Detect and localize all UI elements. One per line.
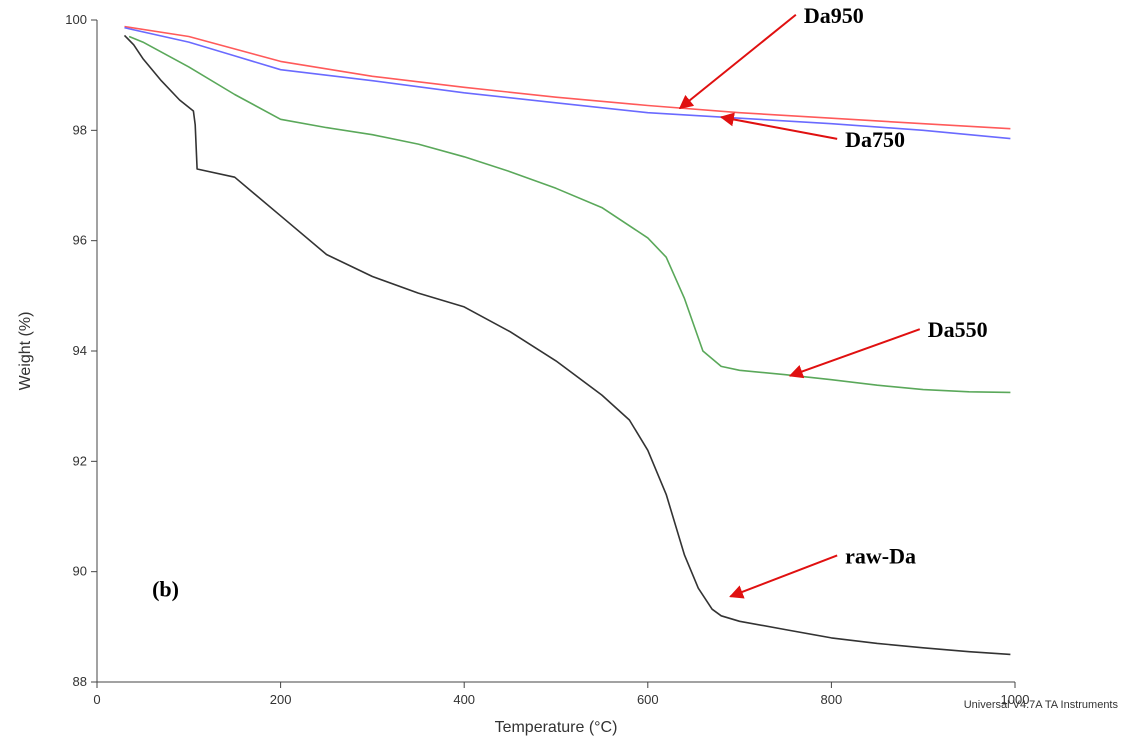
x-tick-label: 0	[93, 692, 100, 707]
arrow-raw-da	[729, 554, 838, 599]
label-da950: Da950	[804, 3, 864, 28]
y-tick-label: 96	[73, 233, 87, 248]
instrument-footer: Universal V4.7A TA Instruments	[964, 699, 1119, 711]
label-da550: Da550	[928, 317, 988, 342]
x-tick-label: 800	[821, 692, 843, 707]
y-tick-label: 94	[73, 343, 87, 358]
arrow-da750	[719, 112, 838, 140]
series-line-da950	[124, 25, 1011, 130]
y-tick-label: 100	[65, 12, 87, 27]
series-line-da750	[124, 26, 1011, 140]
x-axis-title: Temperature (°C)	[495, 719, 618, 736]
y-tick-label: 90	[73, 564, 87, 579]
series-line-raw-da	[123, 34, 1011, 656]
x-tick-label: 400	[453, 692, 475, 707]
arrow-da550	[788, 328, 921, 379]
x-tick-label: 200	[270, 692, 292, 707]
y-ticks: 88 90 92 94 96 98 100	[65, 12, 97, 689]
panel-label: (b)	[152, 576, 179, 601]
x-tick-label: 600	[637, 692, 659, 707]
annotations: Da950 Da750 Da550 raw-Da	[678, 3, 988, 599]
y-tick-label: 88	[73, 674, 87, 689]
axes: 88 90 92 94 96 98 100 0 200 400 600 800 1000	[65, 12, 1029, 707]
label-da750: Da750	[845, 127, 905, 152]
x-tick-label: 1000	[1001, 692, 1030, 707]
label-raw-da: raw-Da	[845, 543, 916, 568]
series-line-da550	[128, 35, 1011, 394]
y-tick-label: 92	[73, 453, 87, 468]
arrow-da950	[678, 13, 797, 110]
y-tick-label: 98	[73, 122, 87, 137]
series-lines	[123, 25, 1011, 656]
y-axis-title: Weight (%)	[17, 312, 34, 391]
x-ticks: 0 200 400 600 800 1000	[93, 682, 1029, 707]
